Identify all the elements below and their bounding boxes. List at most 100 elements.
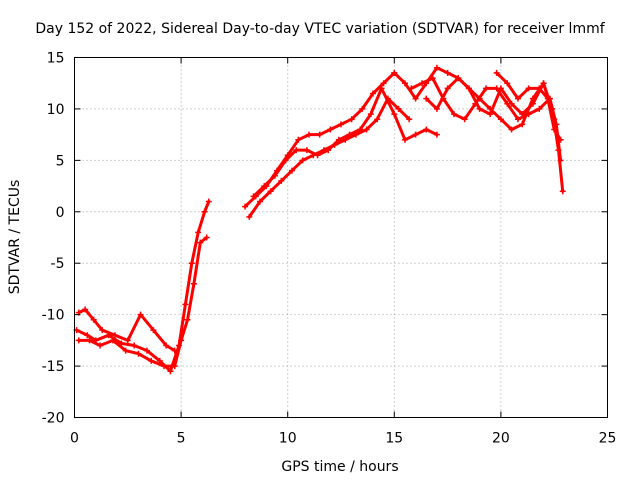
data-point — [514, 95, 521, 102]
series-line — [424, 76, 565, 193]
data-point — [271, 172, 278, 179]
data-point — [171, 347, 178, 354]
data-point — [306, 131, 313, 138]
series-track-4 — [242, 69, 398, 210]
data-point — [256, 198, 263, 205]
data-point — [419, 80, 426, 87]
data-point — [99, 327, 106, 334]
data-point — [555, 147, 562, 154]
data-point — [278, 177, 285, 184]
data-point — [557, 136, 564, 143]
data-point — [497, 85, 504, 92]
data-point — [450, 111, 457, 118]
data-point — [288, 167, 295, 174]
series-track-2 — [75, 234, 210, 370]
data-point — [536, 105, 543, 112]
y-tick-label: -20 — [42, 411, 65, 427]
data-point — [391, 69, 398, 76]
data-point — [143, 347, 150, 354]
data-point — [551, 126, 558, 133]
data-point — [487, 111, 494, 118]
data-point — [97, 342, 104, 349]
data-point — [433, 64, 440, 71]
plot-frame — [74, 57, 608, 418]
data-point — [316, 131, 323, 138]
data-point — [299, 157, 306, 164]
data-point — [508, 126, 515, 133]
data-point — [282, 157, 289, 164]
data-point — [188, 260, 195, 267]
data-point — [267, 188, 274, 195]
data-point — [444, 85, 451, 92]
series-line — [252, 86, 439, 198]
data-point — [359, 105, 366, 112]
data-point — [429, 75, 436, 82]
data-point — [369, 90, 376, 97]
data-point — [335, 136, 342, 143]
y-tick-label: 0 — [56, 205, 65, 221]
data-point — [124, 337, 131, 344]
data-point — [461, 116, 468, 123]
data-point — [338, 121, 344, 128]
data-point — [295, 136, 302, 143]
data-point — [444, 69, 451, 76]
data-point — [433, 131, 440, 138]
series-track-10 — [493, 69, 564, 143]
series-line — [77, 236, 209, 368]
data-point — [363, 126, 370, 133]
data-point — [150, 327, 157, 334]
y-tick-label: -10 — [42, 308, 65, 324]
data-point — [482, 85, 489, 92]
data-point — [314, 152, 321, 159]
data-point — [395, 105, 402, 112]
series-track-5 — [246, 95, 413, 220]
data-point — [559, 188, 566, 195]
y-axis-label: SDTVAR / TECUs — [7, 180, 23, 295]
data-point — [348, 116, 355, 123]
data-point — [423, 126, 430, 133]
data-point — [536, 85, 543, 92]
data-point — [346, 131, 353, 138]
data-point — [423, 95, 430, 102]
data-point — [529, 100, 536, 107]
x-axis-label: GPS time / hours — [281, 459, 398, 475]
y-tick-label: -15 — [42, 359, 65, 375]
series-track-3 — [75, 306, 178, 354]
data-point — [205, 198, 212, 205]
data-point — [514, 116, 521, 123]
data-point — [197, 239, 204, 246]
data-series — [73, 64, 566, 375]
data-point — [112, 332, 119, 339]
data-point — [161, 363, 168, 370]
series-track-1 — [73, 198, 212, 375]
data-point — [476, 105, 483, 112]
data-point — [131, 342, 138, 349]
x-tick-label: 20 — [492, 431, 510, 447]
data-point — [401, 80, 408, 87]
data-point — [84, 332, 91, 339]
series-line — [495, 71, 563, 142]
data-point — [293, 147, 300, 154]
data-point — [250, 193, 257, 200]
data-point — [408, 85, 415, 92]
data-point — [242, 203, 249, 210]
x-tick-label: 0 — [70, 431, 79, 447]
data-point — [203, 234, 210, 241]
data-point — [182, 301, 189, 308]
data-point — [525, 111, 532, 118]
data-point — [378, 85, 385, 92]
data-point — [163, 342, 170, 349]
data-point — [519, 111, 526, 118]
data-point — [171, 363, 178, 370]
data-point — [525, 85, 532, 92]
data-point — [167, 368, 174, 375]
data-point — [109, 337, 116, 344]
series-line — [75, 200, 211, 373]
series-track-6 — [250, 85, 440, 200]
data-point — [465, 85, 472, 92]
data-point — [178, 337, 185, 344]
series-line — [392, 66, 556, 131]
data-point — [380, 80, 387, 87]
y-tick-label: 15 — [47, 51, 65, 67]
data-point — [261, 183, 268, 190]
